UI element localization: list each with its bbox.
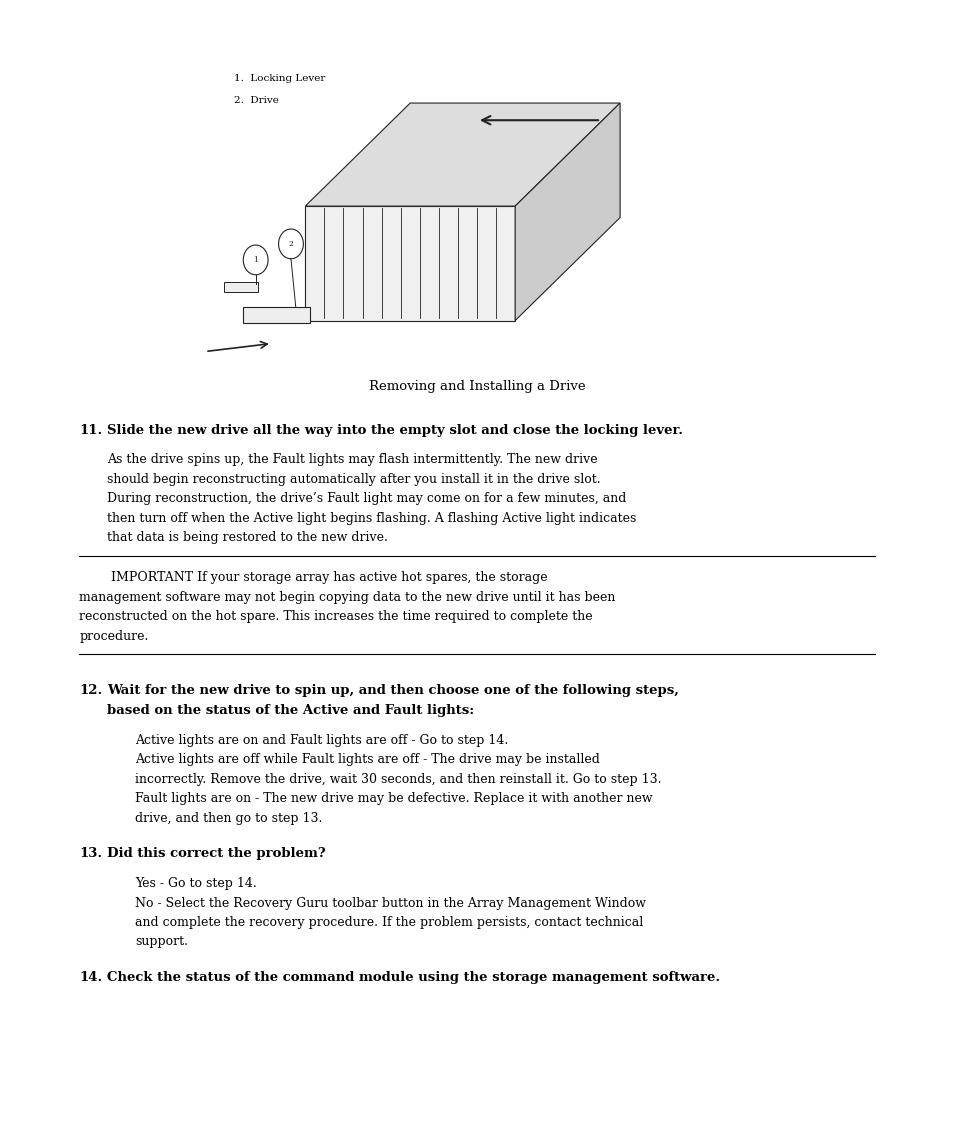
Text: 12.: 12. bbox=[79, 684, 102, 696]
Text: then turn off when the Active light begins flashing. A flashing Active light ind: then turn off when the Active light begi… bbox=[107, 512, 636, 524]
Text: based on the status of the Active and Fault lights:: based on the status of the Active and Fa… bbox=[107, 704, 474, 717]
Polygon shape bbox=[515, 103, 619, 321]
Text: Active lights are on and Fault lights are off - Go to step 14.: Active lights are on and Fault lights ar… bbox=[135, 734, 508, 747]
Text: and complete the recovery procedure. If the problem persists, contact technical: and complete the recovery procedure. If … bbox=[135, 916, 643, 929]
Text: No - Select the Recovery Guru toolbar button in the Array Management Window: No - Select the Recovery Guru toolbar bu… bbox=[135, 897, 646, 909]
Text: should begin reconstructing automatically after you install it in the drive slot: should begin reconstructing automaticall… bbox=[107, 473, 599, 485]
Text: management software may not begin copying data to the new drive until it has bee: management software may not begin copyin… bbox=[79, 591, 615, 603]
Text: 2: 2 bbox=[288, 240, 294, 247]
Text: Did this correct the problem?: Did this correct the problem? bbox=[107, 847, 325, 860]
Text: procedure.: procedure. bbox=[79, 630, 149, 642]
Text: reconstructed on the hot spare. This increases the time required to complete the: reconstructed on the hot spare. This inc… bbox=[79, 610, 592, 623]
Text: Check the status of the command module using the storage management software.: Check the status of the command module u… bbox=[107, 971, 720, 984]
Text: support.: support. bbox=[135, 935, 189, 948]
Text: drive, and then go to step 13.: drive, and then go to step 13. bbox=[135, 812, 322, 824]
Text: Removing and Installing a Drive: Removing and Installing a Drive bbox=[368, 380, 585, 393]
Text: 2.  Drive: 2. Drive bbox=[233, 96, 278, 105]
Polygon shape bbox=[243, 307, 310, 323]
Text: 11.: 11. bbox=[79, 424, 102, 436]
Text: Slide the new drive all the way into the empty slot and close the locking lever.: Slide the new drive all the way into the… bbox=[107, 424, 682, 436]
Text: incorrectly. Remove the drive, wait 30 seconds, and then reinstall it. Go to ste: incorrectly. Remove the drive, wait 30 s… bbox=[135, 773, 661, 785]
Text: Active lights are off while Fault lights are off - The drive may be installed: Active lights are off while Fault lights… bbox=[135, 753, 599, 766]
Text: 13.: 13. bbox=[79, 847, 102, 860]
Text: As the drive spins up, the Fault lights may flash intermittently. The new drive: As the drive spins up, the Fault lights … bbox=[107, 453, 597, 466]
Text: Fault lights are on - The new drive may be defective. Replace it with another ne: Fault lights are on - The new drive may … bbox=[135, 792, 653, 805]
Text: that data is being restored to the new drive.: that data is being restored to the new d… bbox=[107, 531, 387, 544]
Text: IMPORTANT If your storage array has active hot spares, the storage: IMPORTANT If your storage array has acti… bbox=[79, 571, 547, 584]
Text: 1.  Locking Lever: 1. Locking Lever bbox=[233, 74, 325, 84]
Polygon shape bbox=[305, 206, 515, 321]
Text: Wait for the new drive to spin up, and then choose one of the following steps,: Wait for the new drive to spin up, and t… bbox=[107, 684, 678, 696]
Text: Yes - Go to step 14.: Yes - Go to step 14. bbox=[135, 877, 257, 890]
Text: During reconstruction, the drive’s Fault light may come on for a few minutes, an: During reconstruction, the drive’s Fault… bbox=[107, 492, 625, 505]
Text: 14.: 14. bbox=[79, 971, 102, 984]
Polygon shape bbox=[305, 103, 619, 206]
Polygon shape bbox=[224, 282, 257, 292]
Text: 1: 1 bbox=[253, 256, 258, 263]
